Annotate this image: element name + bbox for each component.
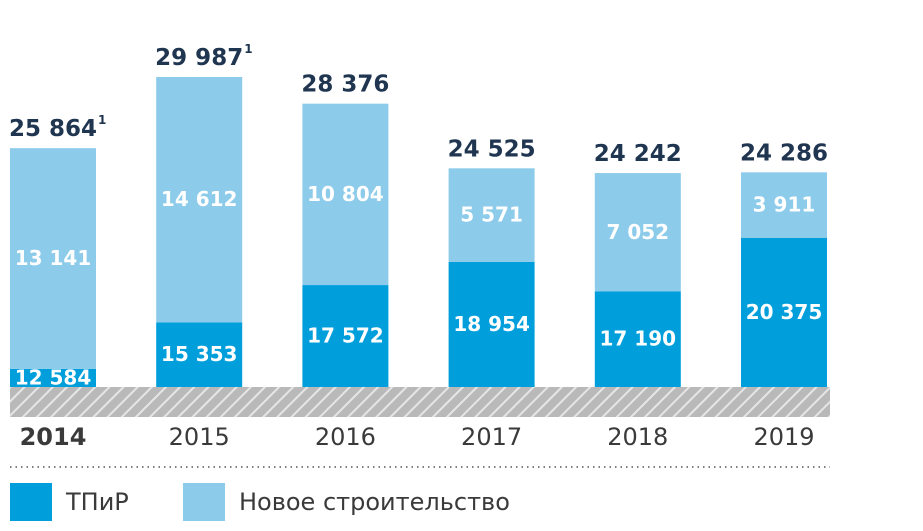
total-label-2019: 24 286 [740, 140, 828, 166]
legend-label-new-construction: Новое строительство [239, 488, 510, 516]
bar-tpir-2017 [448, 261, 535, 387]
bar-tpir-2019 [741, 237, 827, 387]
value-label-new-construction-2016: 10 804 [307, 182, 384, 206]
bar-new-construction-2016 [302, 103, 389, 286]
bar-new-construction-2017 [448, 168, 535, 262]
year-label-2014: 2014 [20, 423, 87, 451]
year-label-2015: 2015 [169, 423, 230, 451]
value-label-new-construction-2018: 7 052 [606, 220, 669, 244]
bar-tpir-2018 [594, 291, 681, 387]
value-label-new-construction-2015: 14 612 [161, 187, 238, 211]
bar-tpir-2015 [156, 322, 243, 387]
bar-tpir-2016 [302, 285, 389, 387]
total-label-2015: 29 987 [155, 45, 243, 71]
axis-break-band [10, 387, 830, 417]
value-label-new-construction-2019: 3 911 [753, 193, 816, 217]
value-label-tpir-2019: 20 375 [746, 300, 823, 324]
year-label-2019: 2019 [753, 423, 814, 451]
value-label-tpir-2018: 17 190 [600, 327, 677, 351]
bar-new-construction-2018 [594, 173, 681, 292]
legend-swatch-tpir [10, 483, 52, 521]
year-label-2016: 2016 [315, 423, 376, 451]
value-label-new-construction-2017: 5 571 [460, 203, 523, 227]
legend: ТПиР Новое строительство [10, 483, 510, 521]
value-label-tpir-2014: 12 584 [15, 365, 92, 389]
total-label-2017: 24 525 [448, 136, 536, 162]
year-label-2017: 2017 [461, 423, 522, 451]
bar-new-construction-2019 [741, 172, 827, 238]
total-label-2018: 24 242 [594, 141, 682, 167]
value-label-new-construction-2014: 13 141 [15, 246, 92, 270]
year-label-2018: 2018 [607, 423, 668, 451]
value-label-tpir-2017: 18 954 [453, 312, 530, 336]
value-label-tpir-2016: 17 572 [307, 324, 384, 348]
legend-swatch-new-construction [183, 483, 225, 521]
bar-tpir-2014 [10, 368, 96, 387]
total-label-2014: 25 864 [9, 116, 97, 142]
bar-new-construction-2015 [156, 76, 243, 323]
total-footnote-2014: 1 [98, 113, 106, 127]
total-footnote-2015: 1 [244, 42, 252, 56]
x-axis-labels: 2014 2015 2016 2017 2018 2019 [20, 423, 815, 451]
value-label-tpir-2015: 15 353 [161, 342, 238, 366]
legend-label-tpir: ТПиР [65, 488, 129, 516]
bar-new-construction-2014 [10, 148, 96, 369]
total-label-2016: 28 376 [301, 72, 389, 98]
